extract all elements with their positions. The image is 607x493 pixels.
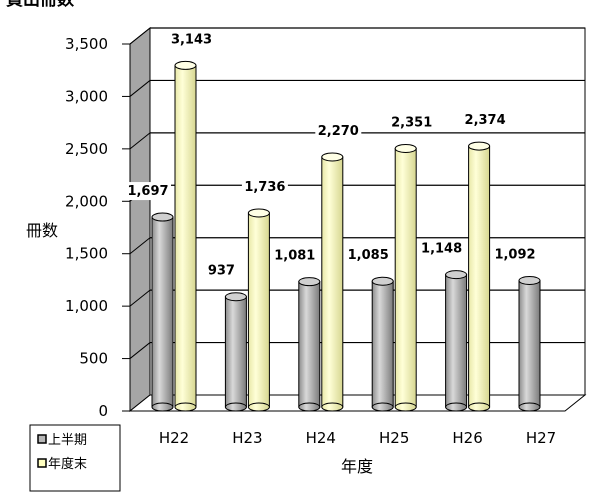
- bar-top: [445, 270, 468, 280]
- bar-body: [445, 274, 468, 408]
- x-tick-label: H25: [379, 429, 409, 447]
- y-tick-label: 1,500: [65, 245, 108, 263]
- data-label-bg: [125, 182, 171, 201]
- side-wall: [129, 26, 151, 413]
- bar-base: [371, 402, 394, 412]
- back-wall: [149, 27, 586, 396]
- gridline-side: [129, 132, 151, 150]
- bar-top: [224, 292, 247, 302]
- bar-base: [394, 402, 417, 412]
- y-tick-label: 3,000: [65, 87, 108, 105]
- legend-swatch-first-half: [37, 434, 47, 444]
- y-tick-label: 1,000: [65, 297, 108, 315]
- data-label: 2,351: [391, 115, 432, 130]
- data-label: 1,148: [421, 242, 462, 257]
- legend: 上半期 年度末: [29, 424, 121, 492]
- bar-top: [298, 277, 321, 287]
- bar-top: [321, 152, 344, 162]
- y-tick-label: 2,500: [65, 140, 108, 158]
- bar-base: [321, 402, 344, 412]
- bar-top: [247, 208, 270, 218]
- x-tick-label: H23: [232, 429, 262, 447]
- data-label: 1,736: [244, 180, 285, 195]
- bar-body: [174, 64, 197, 408]
- x-axis-title: 年度: [341, 457, 373, 476]
- bar-body: [518, 279, 541, 408]
- data-label: 1,697: [127, 184, 168, 199]
- bar-body: [247, 212, 270, 408]
- gridline-side: [129, 289, 151, 307]
- bar-top: [371, 276, 394, 286]
- bar-base: [468, 402, 491, 412]
- y-tick-label: 0: [98, 402, 108, 420]
- data-label-bg: [492, 245, 538, 264]
- bar-base: [247, 402, 270, 412]
- bar-base: [174, 402, 197, 412]
- bar-body: [468, 145, 491, 408]
- bar-body: [394, 147, 417, 408]
- bar-top: [394, 143, 417, 153]
- bar-body: [224, 296, 247, 408]
- legend-swatch-year-end: [37, 458, 47, 468]
- y-tick-label: 500: [79, 350, 108, 368]
- gridline-side: [129, 237, 151, 255]
- data-label-bg: [271, 246, 318, 265]
- data-label: 1,085: [348, 248, 389, 263]
- data-label-bg: [388, 113, 435, 132]
- data-label: 1,092: [494, 247, 535, 262]
- chart-floor: [128, 394, 587, 412]
- x-tick-label: H22: [159, 429, 189, 447]
- gridline-side: [129, 27, 151, 45]
- y-axis-ticks: 0 500 1,000 1,500 2,000 2,500 3,000 3,500: [65, 35, 130, 420]
- data-label-bg: [462, 111, 509, 130]
- legend-label-first-half: 上半期: [48, 433, 87, 448]
- data-label-bg: [206, 261, 237, 280]
- legend-label-year-end: 年度末: [48, 456, 87, 472]
- y-tick-label: 2,000: [65, 192, 108, 210]
- data-label: 937: [208, 264, 235, 279]
- data-label: 3,143: [171, 32, 212, 47]
- bar-base: [298, 402, 321, 412]
- gridlines: [129, 27, 585, 359]
- x-tick-label: H26: [452, 429, 482, 447]
- bar-top: [518, 275, 541, 285]
- bar-body: [371, 280, 394, 408]
- bar-top: [151, 212, 174, 222]
- chart-title: 貸出冊数: [5, 0, 75, 10]
- bar-body: [151, 216, 174, 408]
- bar-base: [224, 402, 247, 412]
- data-label-bg: [315, 121, 362, 140]
- bar-top: [468, 141, 491, 151]
- x-tick-label: H24: [306, 429, 336, 447]
- gridline-side: [129, 342, 151, 359]
- data-label: 1,081: [274, 249, 315, 264]
- x-tick-label: H27: [526, 429, 556, 447]
- bar-base: [151, 402, 174, 412]
- bars: 1,697 3,143 937 1,736 1,081 2,270 1,085 2,351 1,…: [125, 30, 541, 412]
- bar-body: [321, 156, 344, 408]
- data-label: 2,374: [465, 113, 506, 128]
- data-label: 2,270: [318, 124, 359, 139]
- bar-top: [174, 60, 197, 70]
- y-axis-title: 冊数: [26, 221, 58, 240]
- y-tick-label: 3,500: [65, 35, 108, 53]
- data-label-bg: [168, 30, 215, 49]
- data-label-bg: [418, 239, 465, 258]
- x-axis-labels: H22 H23 H24 H25 H26 H27: [159, 429, 556, 447]
- gridline-side: [129, 80, 151, 97]
- bar-base: [445, 402, 468, 412]
- bar-base: [518, 402, 541, 412]
- bar-body: [298, 281, 321, 408]
- data-label-bg: [345, 246, 392, 265]
- data-label-bg: [241, 177, 288, 196]
